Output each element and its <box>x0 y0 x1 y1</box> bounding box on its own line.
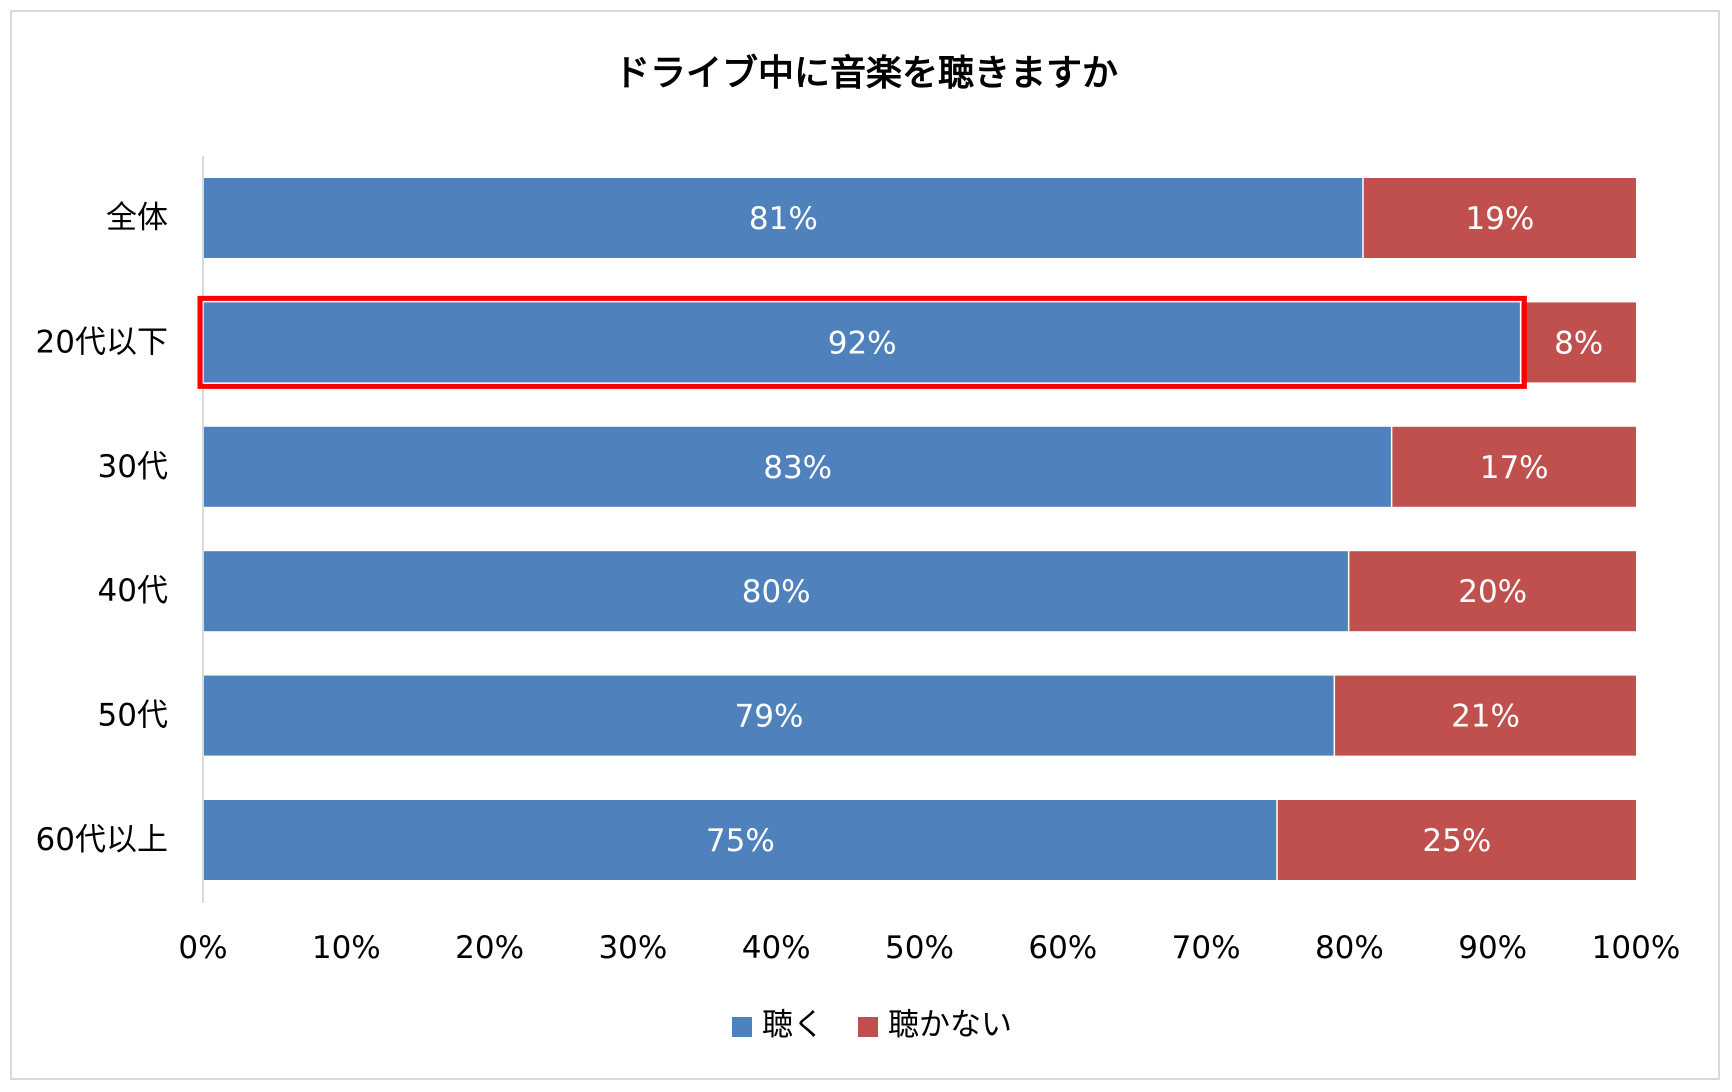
x-tick-label: 70% <box>1172 930 1241 966</box>
x-tick-label: 20% <box>455 930 524 966</box>
data-label: 75% <box>706 823 775 859</box>
data-label: 21% <box>1451 699 1520 735</box>
x-tick-label: 80% <box>1315 930 1384 966</box>
category-labels: 全体 20代以下 30代 40代 50代 60代以上 <box>36 200 168 858</box>
x-tick-label: 30% <box>598 930 667 966</box>
x-tick-label: 10% <box>312 930 381 966</box>
category-label: 全体 <box>106 200 168 236</box>
category-label: 20代以下 <box>36 324 168 360</box>
x-tick-label: 0% <box>178 930 227 966</box>
data-label: 80% <box>742 574 811 610</box>
x-tick-label: 60% <box>1028 930 1097 966</box>
bar-segment <box>1335 675 1636 756</box>
highlight-layer <box>197 295 1527 389</box>
category-label: 40代 <box>98 573 168 609</box>
data-label: 17% <box>1480 450 1549 486</box>
legend: 聴く 聴かない <box>732 1007 1012 1043</box>
x-tick-label: 90% <box>1458 930 1527 966</box>
bar-segment <box>1392 426 1636 507</box>
x-axis-tick-labels: 0% 10% 20% 30% 40% 50% 60% 70% 80% 90% 100% <box>178 930 1680 966</box>
data-label: 92% <box>828 325 897 361</box>
data-label: 8% <box>1554 325 1603 361</box>
data-label: 81% <box>749 201 818 237</box>
x-tick-label: 100% <box>1592 930 1681 966</box>
bars-layer: 81% 19% 92% 8% 83% 17% 80% 20% 79% 21% 75% 25% <box>203 178 1636 880</box>
chart-title: ドライブ中に音楽を聴きますか <box>614 52 1118 94</box>
legend-swatch <box>732 1017 752 1037</box>
bar-segment <box>1363 178 1636 258</box>
x-tick-label: 40% <box>742 930 811 966</box>
data-label: 83% <box>763 450 832 486</box>
category-label: 60代以上 <box>36 822 168 858</box>
category-label: 30代 <box>98 449 168 485</box>
bar-segment <box>203 800 1277 880</box>
bar-segment <box>203 178 1363 258</box>
data-label: 25% <box>1422 823 1491 859</box>
data-label: 20% <box>1458 574 1527 610</box>
bar-segment <box>1277 800 1636 880</box>
bar-segment <box>203 302 1520 383</box>
category-label: 50代 <box>98 698 168 734</box>
x-tick-label: 50% <box>885 930 954 966</box>
legend-swatch <box>858 1017 878 1037</box>
data-label: 79% <box>735 699 804 735</box>
bar-segment <box>203 426 1391 507</box>
data-label: 19% <box>1465 201 1534 237</box>
bar-segment <box>203 551 1348 632</box>
highlight-box <box>197 295 1527 389</box>
legend-label: 聴かない <box>888 1007 1012 1043</box>
bar-segment <box>203 675 1334 756</box>
bar-segment <box>1521 302 1636 383</box>
bar-segment <box>1349 551 1636 632</box>
legend-label: 聴く <box>762 1007 824 1043</box>
